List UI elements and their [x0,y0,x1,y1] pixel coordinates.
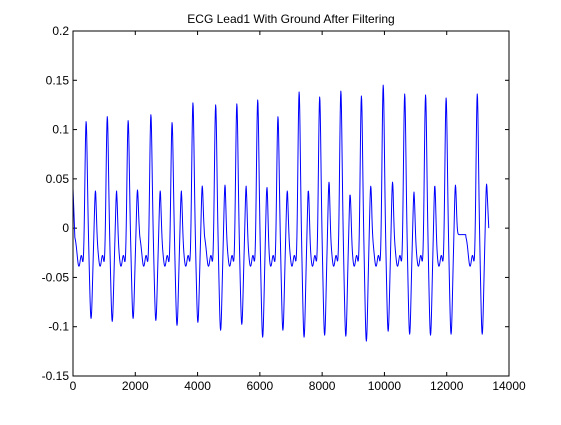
x-tick-label: 10000 [368,379,402,393]
series-layer [72,84,490,342]
y-tick-label: -0.15 [42,369,70,383]
x-tick-label: 2000 [122,379,149,393]
y-tick-label: 0.2 [52,24,69,38]
x-tick-label: 8000 [309,379,336,393]
x-tick-label: 12000 [430,379,464,393]
plot-background [73,31,509,376]
axis-ticks: 0 2000 4000 6000 8000 10000 12000 14000 -0.15 -0.… [42,24,526,393]
x-tick-label: 14000 [492,379,526,393]
y-tick-label: 0.15 [46,73,70,87]
x-tick-label: 4000 [184,379,211,393]
y-tick-label: -0.1 [48,320,69,334]
plot-area-frame [72,30,510,377]
y-tick-label: 0.05 [46,172,70,186]
ecg-series-line [72,84,490,342]
x-tick-label: 6000 [247,379,274,393]
y-tick-label: -0.05 [42,270,70,284]
y-tick-label: 0.1 [52,123,69,137]
chart-title: ECG Lead1 With Ground After Filtering [187,12,394,26]
x-tick-label: 0 [70,379,77,393]
y-tick-label: 0 [62,221,69,235]
